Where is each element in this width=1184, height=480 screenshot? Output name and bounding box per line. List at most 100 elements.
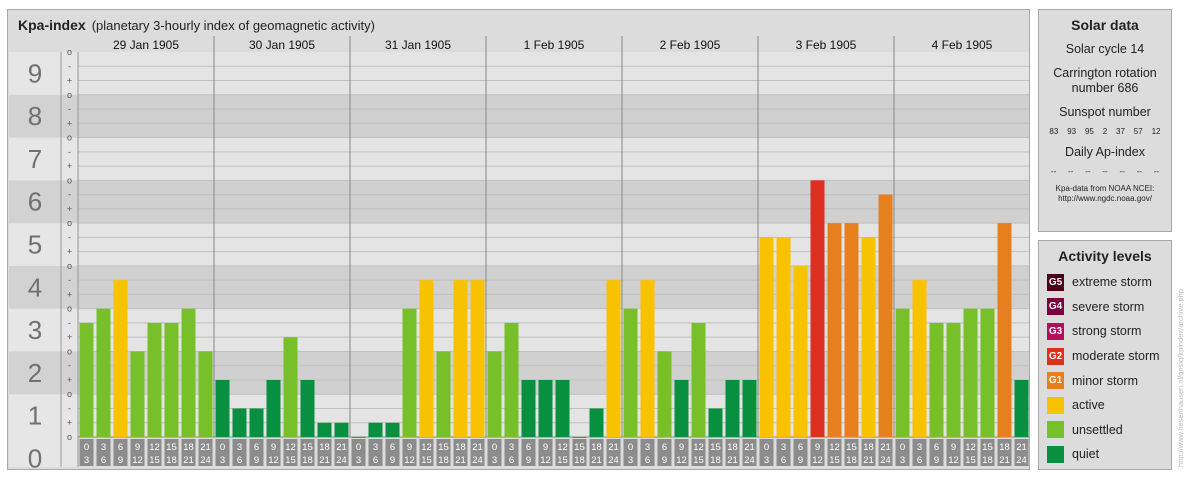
kp-bar: [419, 280, 434, 437]
kp-bar: [640, 280, 655, 437]
solar-cycle: Solar cycle 14: [1065, 42, 1145, 56]
chart-title-text: Kpa-index: [18, 17, 86, 33]
hour-cell: [266, 439, 281, 466]
hour-start-label: 6: [390, 442, 395, 453]
ap-value: --: [1068, 167, 1074, 176]
hour-cell: [198, 439, 213, 466]
y-minor-marker: o: [67, 261, 72, 271]
hour-cell: [181, 439, 196, 466]
hour-cell: [249, 439, 264, 466]
sunspot-title: Sunspot number: [1059, 105, 1151, 119]
sunspot-value: 57: [1133, 127, 1143, 136]
band: [61, 52, 78, 95]
hour-start-label: 9: [543, 442, 548, 453]
kp-bar: [708, 408, 723, 437]
hour-start-label: 12: [285, 442, 296, 453]
hour-start-label: 15: [982, 442, 993, 453]
band: [78, 52, 1029, 95]
kp-bar: [351, 437, 366, 438]
kp-bar: [283, 337, 298, 437]
band: [61, 265, 78, 309]
y-minor-marker: +: [67, 418, 72, 428]
hour-start-label: 3: [645, 442, 650, 453]
credit-source: Kpa-data from NOAA NCEI:: [1055, 184, 1155, 193]
sunspot-value: 83: [1049, 127, 1059, 136]
chart-subtitle: (planetary 3-hourly index of geomagnetic…: [91, 18, 375, 33]
y-tick-label: 7: [28, 144, 42, 174]
legend-item-active: active: [1047, 393, 1171, 418]
band: [61, 180, 78, 224]
hour-cell: [215, 439, 230, 466]
legend-swatch: [1047, 396, 1064, 414]
band: [61, 437, 78, 467]
y-tick-label: 0: [28, 443, 42, 469]
hour-start-label: 15: [166, 442, 177, 453]
hour-end-label: 24: [880, 455, 891, 466]
hour-cell: [861, 439, 876, 466]
kp-bar: [147, 322, 162, 437]
y-minor-marker: -: [68, 147, 71, 157]
hour-end-label: 6: [781, 455, 786, 466]
hour-start-label: 9: [271, 442, 276, 453]
solar-data-panel: Solar data Solar cycle 14 Carrington rot…: [1038, 9, 1172, 232]
legend-label: unsettled: [1072, 422, 1123, 437]
solar-data-title: Solar data: [1071, 17, 1139, 33]
kp-bar: [453, 280, 468, 437]
kpa-chart-panel: 0 1 2 3 4 5 6 7 8 9 o + o + - o + - o + - o + - o + - o + - o + - o + - o -29…: [7, 9, 1030, 470]
hour-start-label: 6: [798, 442, 803, 453]
hour-cell: [589, 439, 604, 466]
kp-bar: [181, 308, 196, 437]
band: [9, 351, 61, 395]
side-credit-url: http://www.tiesenhausen.nl/gnsiq/kpindex…: [1176, 288, 1184, 467]
kp-bar: [929, 322, 944, 437]
hour-end-label: 15: [421, 455, 432, 466]
hour-cell: [555, 439, 570, 466]
credit-link[interactable]: http://www.ngdc.noaa.gov/: [1058, 194, 1152, 203]
kp-bar: [657, 351, 672, 437]
ap-index-values: -- -- -- -- -- -- --: [1045, 167, 1165, 176]
hour-end-label: 9: [934, 455, 939, 466]
hour-end-label: 21: [319, 455, 330, 466]
hour-start-label: 12: [557, 442, 568, 453]
hour-start-label: 18: [999, 442, 1010, 453]
hour-start-label: 0: [356, 442, 361, 453]
band: [9, 308, 61, 352]
hour-start-label: 9: [815, 442, 820, 453]
hour-end-label: 3: [220, 455, 225, 466]
hour-cell: [793, 439, 808, 466]
kp-bar: [793, 265, 808, 437]
hour-cell: [844, 439, 859, 466]
hour-end-label: 15: [965, 455, 976, 466]
hour-end-label: 3: [628, 455, 633, 466]
kp-bar: [623, 308, 638, 437]
band: [78, 137, 1029, 181]
day-label: 3 Feb 1905: [796, 38, 857, 52]
band: [61, 94, 78, 138]
hour-cell: [385, 439, 400, 466]
hour-cell: [674, 439, 689, 466]
hour-start-label: 0: [764, 442, 769, 453]
kp-bar: [487, 351, 502, 437]
hour-cell: [436, 439, 451, 466]
kp-bar: [810, 180, 825, 438]
hour-end-label: 3: [900, 455, 905, 466]
y-minor-marker: o: [67, 47, 72, 57]
hour-start-label: 6: [254, 442, 259, 453]
hour-cell: [351, 439, 366, 466]
hour-start-label: 15: [846, 442, 857, 453]
hour-end-label: 21: [591, 455, 602, 466]
hour-start-label: 21: [336, 442, 347, 453]
hour-end-label: 21: [455, 455, 466, 466]
kp-bar: [674, 379, 689, 437]
hour-end-label: 3: [492, 455, 497, 466]
hour-cell: [708, 439, 723, 466]
hour-cell: [504, 439, 519, 466]
hour-end-label: 6: [237, 455, 242, 466]
hour-cell: [419, 439, 434, 466]
legend-swatch: G3: [1047, 322, 1064, 340]
band: [78, 180, 1029, 224]
hour-cell: [453, 439, 468, 466]
kp-bar: [368, 422, 383, 437]
hour-cell: [147, 439, 162, 466]
hour-cell: [742, 439, 757, 466]
